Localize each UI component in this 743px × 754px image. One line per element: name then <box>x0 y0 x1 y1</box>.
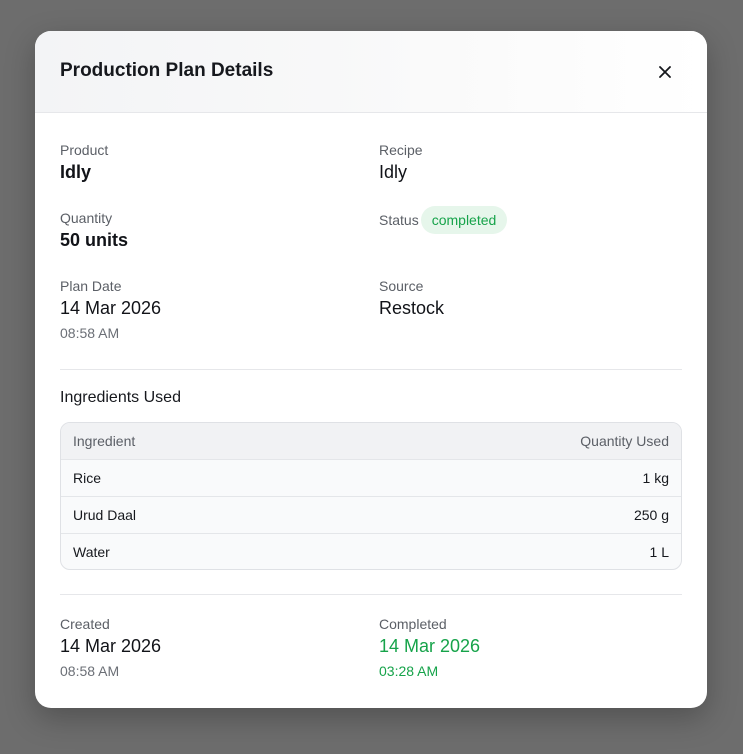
product-label: Product <box>60 142 109 158</box>
recipe-field: Recipe Idly <box>379 142 423 183</box>
source-value: Restock <box>379 298 445 318</box>
column-header-ingredient: Ingredient <box>73 433 136 449</box>
status-label: Status <box>379 212 419 228</box>
recipe-value: Idly <box>379 162 408 182</box>
created-label: Created <box>60 616 110 632</box>
plan-date-field: Plan Date 14 Mar 2026 08:58 AM <box>60 278 161 341</box>
modal-header: Production Plan Details <box>35 31 707 113</box>
ingredient-name: Rice <box>73 470 102 486</box>
close-icon <box>659 66 671 78</box>
plan-time-value: 08:58 AM <box>60 325 120 341</box>
ingredient-quantity: 1 L <box>649 544 669 560</box>
quantity-field: Quantity 50 units <box>60 210 128 251</box>
quantity-label: Quantity <box>60 210 113 226</box>
divider <box>60 594 682 595</box>
ingredient-quantity: 250 g <box>633 507 669 523</box>
source-field: Source Restock <box>379 278 444 319</box>
completed-time: 03:28 AM <box>379 663 439 679</box>
table-row: Urud Daal 250 g <box>61 496 681 533</box>
source-label: Source <box>379 278 424 294</box>
product-value: Idly <box>60 162 92 182</box>
close-button[interactable] <box>650 57 680 87</box>
created-date: 14 Mar 2026 <box>60 636 162 656</box>
status-field: Status completed <box>379 206 508 234</box>
completed-label: Completed <box>379 616 447 632</box>
plan-date-value: 14 Mar 2026 <box>60 298 162 318</box>
modal-title: Production Plan Details <box>60 60 274 81</box>
recipe-label: Recipe <box>379 142 423 158</box>
plan-date-label: Plan Date <box>60 278 122 294</box>
ingredient-name: Urud Daal <box>73 507 137 523</box>
ingredients-table: Ingredient Quantity Used Rice 1 kg Urud … <box>60 422 682 570</box>
column-header-quantity: Quantity Used <box>580 433 669 449</box>
ingredient-quantity: 1 kg <box>642 470 669 486</box>
created-field: Created 14 Mar 2026 08:58 AM <box>60 616 161 679</box>
completed-field: Completed 14 Mar 2026 03:28 AM <box>379 616 480 679</box>
product-field: Product Idly <box>60 142 108 183</box>
ingredient-name: Water <box>73 544 110 560</box>
production-plan-modal: Production Plan Details Product Idly Rec… <box>35 31 707 708</box>
created-time: 08:58 AM <box>60 663 120 679</box>
status-badge: completed <box>420 206 508 234</box>
quantity-value: 50 units <box>60 230 129 250</box>
table-header: Ingredient Quantity Used <box>61 423 681 459</box>
table-row: Rice 1 kg <box>61 459 681 496</box>
ingredients-title: Ingredients Used <box>60 389 181 406</box>
table-row: Water 1 L <box>61 533 681 569</box>
divider <box>60 369 682 370</box>
completed-date: 14 Mar 2026 <box>379 636 481 656</box>
